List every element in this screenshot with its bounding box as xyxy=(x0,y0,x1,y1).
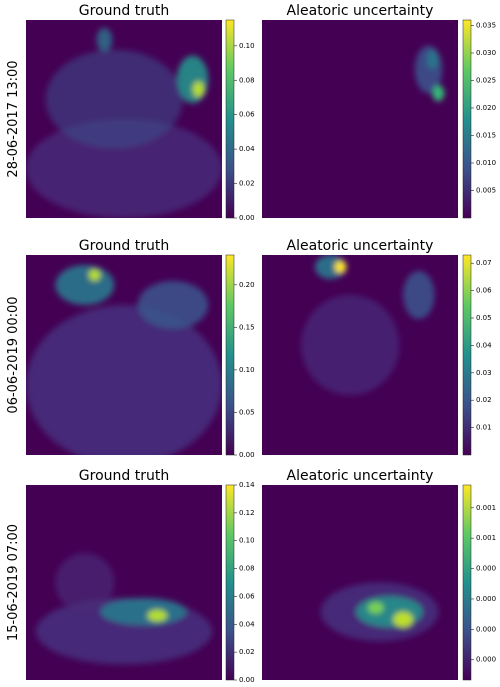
colorbar-tick-label: 0.000 xyxy=(476,565,496,573)
colorbar-tick-label: 0.05 xyxy=(239,408,255,416)
colorbar-tick-label: 0.02 xyxy=(239,648,255,656)
heatmap-blob xyxy=(356,596,423,628)
colorbar-tick-label: 0.000 xyxy=(476,625,496,633)
panel-title: Aleatoric uncertainty xyxy=(287,238,434,254)
row-label: 06-06-2019 00:00 xyxy=(6,296,21,413)
colorbar xyxy=(225,19,235,219)
colorbar-tick-label: 0.06 xyxy=(476,287,492,295)
colorbar-tick-label: 0.04 xyxy=(239,620,255,628)
colorbar xyxy=(462,254,472,456)
heatmap-field xyxy=(26,27,222,218)
heatmap-field xyxy=(26,265,222,455)
panel-title: Aleatoric uncertainty xyxy=(287,3,434,19)
heatmap-blob xyxy=(426,49,439,70)
panel: Ground truth 28-06-2017 13:00 0.00 0.02 0.04… xyxy=(6,3,255,222)
heatmap-blob xyxy=(432,85,445,102)
colorbar-tick-label: 0.000 xyxy=(476,595,496,603)
colorbar-tick-label: 0.20 xyxy=(239,281,255,289)
panel-title: Ground truth xyxy=(79,468,169,484)
colorbar-tick-label: 0.030 xyxy=(476,49,496,57)
colorbar-tick-label: 0.00 xyxy=(239,214,255,222)
colorbar-tick-label: 0.01 xyxy=(476,424,492,432)
colorbar-tick-label: 0.00 xyxy=(239,451,255,459)
colorbar-tick-label: 0.05 xyxy=(476,314,492,322)
colorbar-tick-label: 0.020 xyxy=(476,104,496,112)
heatmap-field xyxy=(320,582,439,641)
heatmap-blob xyxy=(55,553,115,612)
heatmap-blob xyxy=(192,81,205,98)
colorbar-tick-label: 0.10 xyxy=(239,42,255,50)
colorbar-tick-label: 0.08 xyxy=(239,565,255,573)
heatmap-field xyxy=(301,255,435,395)
colorbar-tick-label: 0.015 xyxy=(476,132,496,140)
heatmap-blob xyxy=(393,611,413,628)
colorbar xyxy=(225,254,235,456)
heatmap-blob xyxy=(301,295,400,395)
colorbar-tick-label: 0.08 xyxy=(239,76,255,84)
colorbar-tick-label: 0.10 xyxy=(239,537,255,545)
colorbar-tick-label: 0.005 xyxy=(476,187,496,195)
colorbar-tick-label: 0.001 xyxy=(476,534,496,542)
heatmap-blob xyxy=(334,261,347,273)
colorbar-tick-label: 0.010 xyxy=(476,159,496,167)
panel-title: Ground truth xyxy=(79,3,169,19)
colorbar-tick-label: 0.02 xyxy=(476,396,492,404)
colorbar-tick-label: 0.00 xyxy=(239,676,255,684)
colorbar-tick-label: 0.04 xyxy=(239,145,255,153)
colorbar-tick-label: 0.06 xyxy=(239,111,255,119)
panel-title: Aleatoric uncertainty xyxy=(287,468,434,484)
panel-title: Ground truth xyxy=(79,238,169,254)
heatmap-blob xyxy=(137,281,209,329)
colorbar xyxy=(462,19,472,219)
heatmap-blob xyxy=(403,271,435,319)
row-label: 15-06-2019 07:00 xyxy=(6,524,21,641)
colorbar-tick-label: 0.04 xyxy=(476,341,492,349)
colorbar xyxy=(462,484,472,681)
colorbar-tick-label: 0.12 xyxy=(239,509,255,517)
heatmap-blob xyxy=(314,255,347,279)
row-label: 28-06-2017 13:00 xyxy=(6,60,21,177)
panel: Aleatoric uncertainty 0.005 0.010 0.015 0.02… xyxy=(262,3,496,219)
colorbar-tick-label: 0.03 xyxy=(476,369,492,377)
panel: Aleatoric uncertainty 0.01 0.02 0.03 0.04 0.0… xyxy=(262,238,492,456)
heatmap-blob xyxy=(367,602,384,614)
heatmap-field xyxy=(414,45,445,102)
colorbar-tick-label: 0.07 xyxy=(476,259,492,267)
panel: Aleatoric uncertainty 0.000 0.000 0.000 0.00… xyxy=(262,468,496,681)
heatmap-blob xyxy=(26,119,222,218)
heatmap-background xyxy=(262,485,458,680)
colorbar-tick-label: 0.10 xyxy=(239,366,255,374)
colorbar xyxy=(225,484,235,681)
heatmap-blob xyxy=(176,55,209,104)
colorbar-tick-label: 0.02 xyxy=(239,180,255,188)
heatmap-blob xyxy=(88,269,101,281)
heatmap-blob xyxy=(96,27,113,52)
colorbar-tick-label: 0.14 xyxy=(239,481,255,489)
panel: Ground truth 06-06-2019 00:00 0.00 0.05 0.10… xyxy=(6,238,255,459)
colorbar-tick-label: 0.06 xyxy=(239,592,255,600)
heatmap-blob xyxy=(147,609,168,622)
heatmap-blob xyxy=(45,49,183,149)
heatmap-blob xyxy=(55,265,115,305)
heatmap-blob xyxy=(26,305,222,455)
colorbar-tick-label: 0.000 xyxy=(476,656,496,664)
colorbar-tick-label: 0.025 xyxy=(476,77,496,85)
heatmap-blob xyxy=(100,598,187,626)
colorbar-tick-label: 0.15 xyxy=(239,323,255,331)
heatmap-field xyxy=(35,553,213,665)
colorbar-tick-label: 0.001 xyxy=(476,504,496,512)
panel: Ground truth 15-06-2019 07:00 0.00 0.02 0.04… xyxy=(6,468,255,684)
colorbar-tick-label: 0.035 xyxy=(476,22,496,30)
